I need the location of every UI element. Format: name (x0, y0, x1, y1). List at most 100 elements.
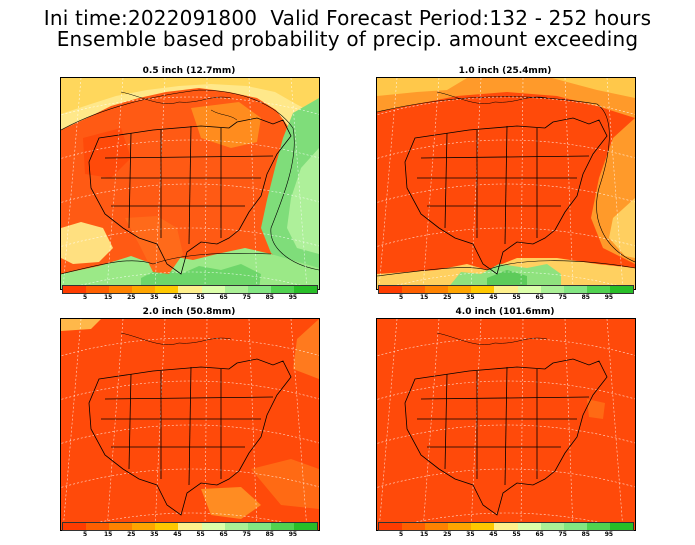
panel-title-4.0in: 4.0 inch (101.6mm) (455, 307, 555, 317)
colorbar-2.0in (62, 522, 318, 531)
colorbar-1.0in (378, 285, 634, 294)
colorbar-swatch (563, 523, 587, 530)
colorbar-swatch (201, 286, 225, 293)
colorbar-tick-label: 95 (288, 294, 298, 301)
colorbar-tick-label: 95 (604, 531, 614, 538)
colorbar-swatch (402, 286, 426, 293)
colorbar-swatch (379, 523, 403, 530)
colorbar-tick-label: 65 (535, 531, 544, 538)
colorbar-swatch (402, 523, 426, 530)
map-panel-0.5in (60, 77, 320, 290)
colorbar-swatch (132, 286, 156, 293)
colorbar-swatch (86, 286, 110, 293)
colorbar-swatch (270, 523, 294, 530)
colorbar-tick-label: 85 (265, 294, 274, 301)
colorbar-tick-label: 15 (419, 294, 429, 301)
colorbar-swatch (224, 286, 248, 293)
colorbar-swatch (132, 523, 156, 530)
colorbar-tick-label: 65 (219, 294, 228, 301)
colorbar-tick-label: 55 (196, 294, 205, 301)
colorbar-4.0in (378, 522, 634, 531)
colorbar-swatch (63, 523, 87, 530)
map-svg (61, 78, 319, 289)
colorbar-0.5in (62, 285, 318, 294)
colorbar-tick-label: 75 (242, 531, 251, 538)
colorbar-tick-label: 55 (196, 531, 205, 538)
header-line-2: Ensemble based probability of precip. am… (56, 27, 639, 51)
panel-title-1.0in: 1.0 inch (25.4mm) (458, 66, 552, 76)
colorbar-swatch (471, 286, 495, 293)
colorbar-swatch (178, 523, 202, 530)
colorbar-tick-label: 25 (127, 531, 136, 538)
colorbar-tick-label: 75 (558, 294, 567, 301)
map-panel-2.0in (60, 318, 320, 531)
colorbar-labels-4.0in: 5 15 25 35 45 55 65 75 85 95 (378, 531, 632, 541)
colorbar-swatch (109, 523, 133, 530)
colorbar-swatch (494, 286, 518, 293)
colorbar-swatch (86, 523, 110, 530)
colorbar-labels-0.5in: 5 15 25 35 45 55 65 75 85 95 (62, 294, 316, 304)
colorbar-tick-label: 15 (419, 531, 429, 538)
colorbar-swatch (494, 523, 518, 530)
colorbar-tick-label: 35 (150, 531, 159, 538)
colorbar-swatch (201, 523, 225, 530)
colorbar-swatch (586, 286, 610, 293)
colorbar-swatch (155, 286, 179, 293)
colorbar-swatch (178, 286, 202, 293)
colorbar-tick-label: 15 (103, 294, 113, 301)
colorbar-tick-label: 75 (558, 531, 567, 538)
colorbar-swatch (425, 523, 449, 530)
colorbar-swatch (540, 523, 564, 530)
colorbar-tick-label: 5 (82, 531, 88, 538)
colorbar-tick-label: 55 (512, 294, 521, 301)
colorbar-tick-label: 45 (489, 294, 498, 301)
colorbar-swatch (247, 286, 271, 293)
map-svg (377, 319, 635, 530)
map-svg (377, 78, 635, 289)
colorbar-swatch (517, 523, 541, 530)
colorbar-swatch (540, 286, 564, 293)
colorbar-tick-label: 95 (288, 531, 298, 538)
colorbar-tick-label: 95 (604, 294, 614, 301)
colorbar-tick-label: 25 (443, 531, 452, 538)
colorbar-tick-label: 85 (265, 531, 274, 538)
colorbar-tick-label: 65 (535, 294, 544, 301)
panel-title-0.5in: 0.5 inch (12.7mm) (142, 66, 236, 76)
colorbar-tick-label: 25 (443, 294, 452, 301)
colorbar-swatch (109, 286, 133, 293)
colorbar-swatch (448, 286, 472, 293)
colorbar-tick-label: 85 (581, 294, 590, 301)
colorbar-swatch (247, 523, 271, 530)
colorbar-swatch (293, 523, 318, 530)
map-panel-1.0in (376, 77, 636, 290)
colorbar-swatch (155, 523, 179, 530)
colorbar-tick-label: 55 (512, 531, 521, 538)
colorbar-tick-label: 5 (398, 294, 404, 301)
colorbar-tick-label: 65 (219, 531, 228, 538)
colorbar-tick-label: 45 (489, 531, 498, 538)
colorbar-tick-label: 75 (242, 294, 251, 301)
colorbar-swatch (379, 286, 403, 293)
colorbar-tick-label: 5 (82, 294, 88, 301)
colorbar-swatch (586, 523, 610, 530)
colorbar-tick-label: 25 (127, 294, 136, 301)
colorbar-swatch (425, 286, 449, 293)
colorbar-swatch (293, 286, 318, 293)
colorbar-tick-label: 85 (581, 531, 590, 538)
colorbar-tick-label: 5 (398, 531, 404, 538)
colorbar-tick-label: 35 (150, 294, 159, 301)
colorbar-swatch (224, 523, 248, 530)
colorbar-labels-1.0in: 5 15 25 35 45 55 65 75 85 95 (378, 294, 632, 304)
colorbar-labels-2.0in: 5 15 25 35 45 55 65 75 85 95 (62, 531, 316, 541)
colorbar-tick-label: 45 (173, 294, 182, 301)
colorbar-swatch (563, 286, 587, 293)
colorbar-tick-label: 45 (173, 531, 182, 538)
header-line-1: Ini time:2022091800 Valid Forecast Perio… (43, 6, 652, 30)
map-panel-4.0in (376, 318, 636, 531)
map-svg (61, 319, 319, 530)
colorbar-tick-label: 35 (466, 531, 475, 538)
colorbar-swatch (270, 286, 294, 293)
colorbar-tick-label: 15 (103, 531, 113, 538)
colorbar-swatch (517, 286, 541, 293)
colorbar-swatch (448, 523, 472, 530)
